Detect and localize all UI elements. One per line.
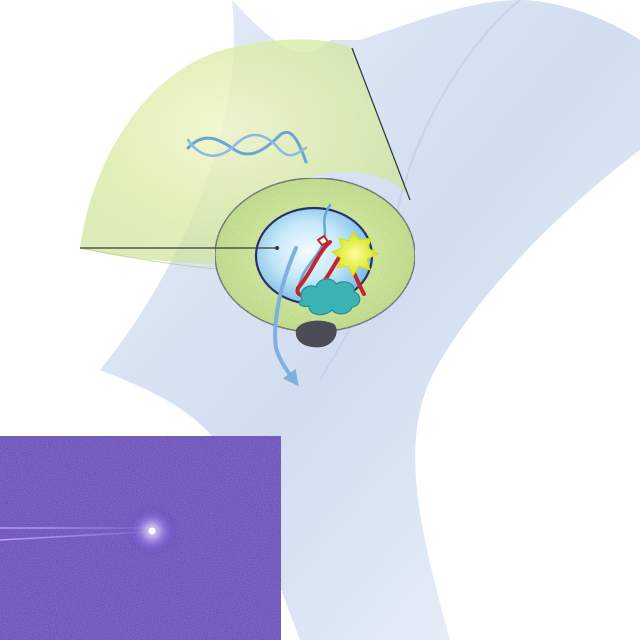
pointer-line-icon [80,246,279,250]
burst-icon [330,231,380,278]
fluorescence-micrograph [0,436,281,640]
outer-shell [80,39,410,265]
micrograph-spot [148,527,156,535]
flow-arrow-icon [273,246,299,387]
red-protein-tip [316,234,330,247]
teal-protein [298,278,361,316]
dna-helix-icon [186,131,308,164]
micrograph-streak [0,527,148,541]
channel-sheet-edge [319,0,521,381]
gray-particle [295,320,337,348]
shell-outline-top [351,47,411,201]
